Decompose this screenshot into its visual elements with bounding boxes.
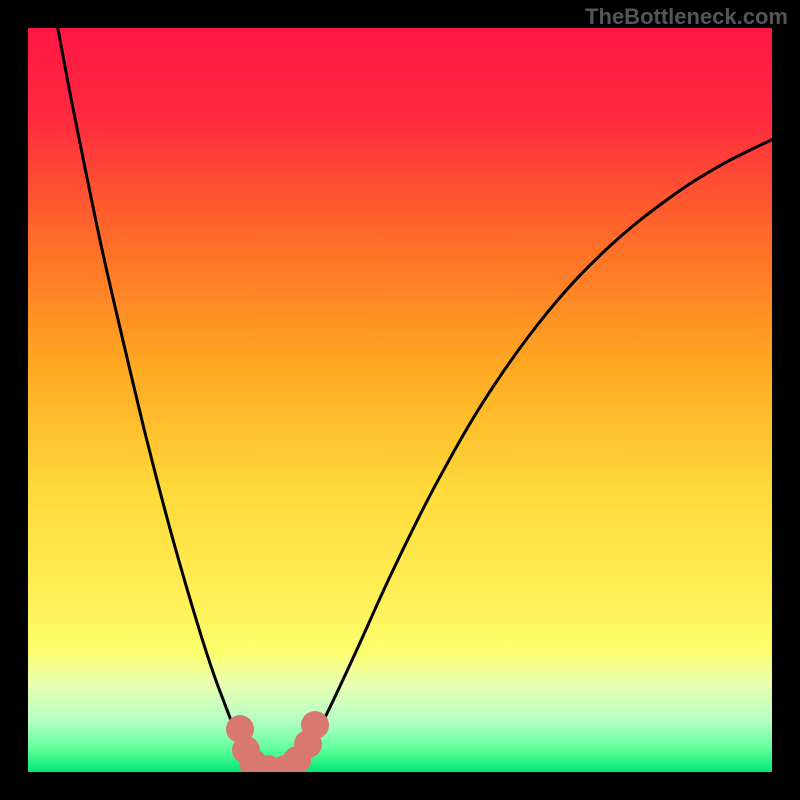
- curve-layer: [28, 28, 772, 772]
- marker-point: [301, 711, 329, 739]
- curve-left-branch: [58, 28, 274, 771]
- plot-area: [28, 28, 772, 772]
- chart-root: TheBottleneck.com: [0, 0, 800, 800]
- watermark-label: TheBottleneck.com: [585, 4, 788, 30]
- curve-right-branch: [274, 140, 772, 771]
